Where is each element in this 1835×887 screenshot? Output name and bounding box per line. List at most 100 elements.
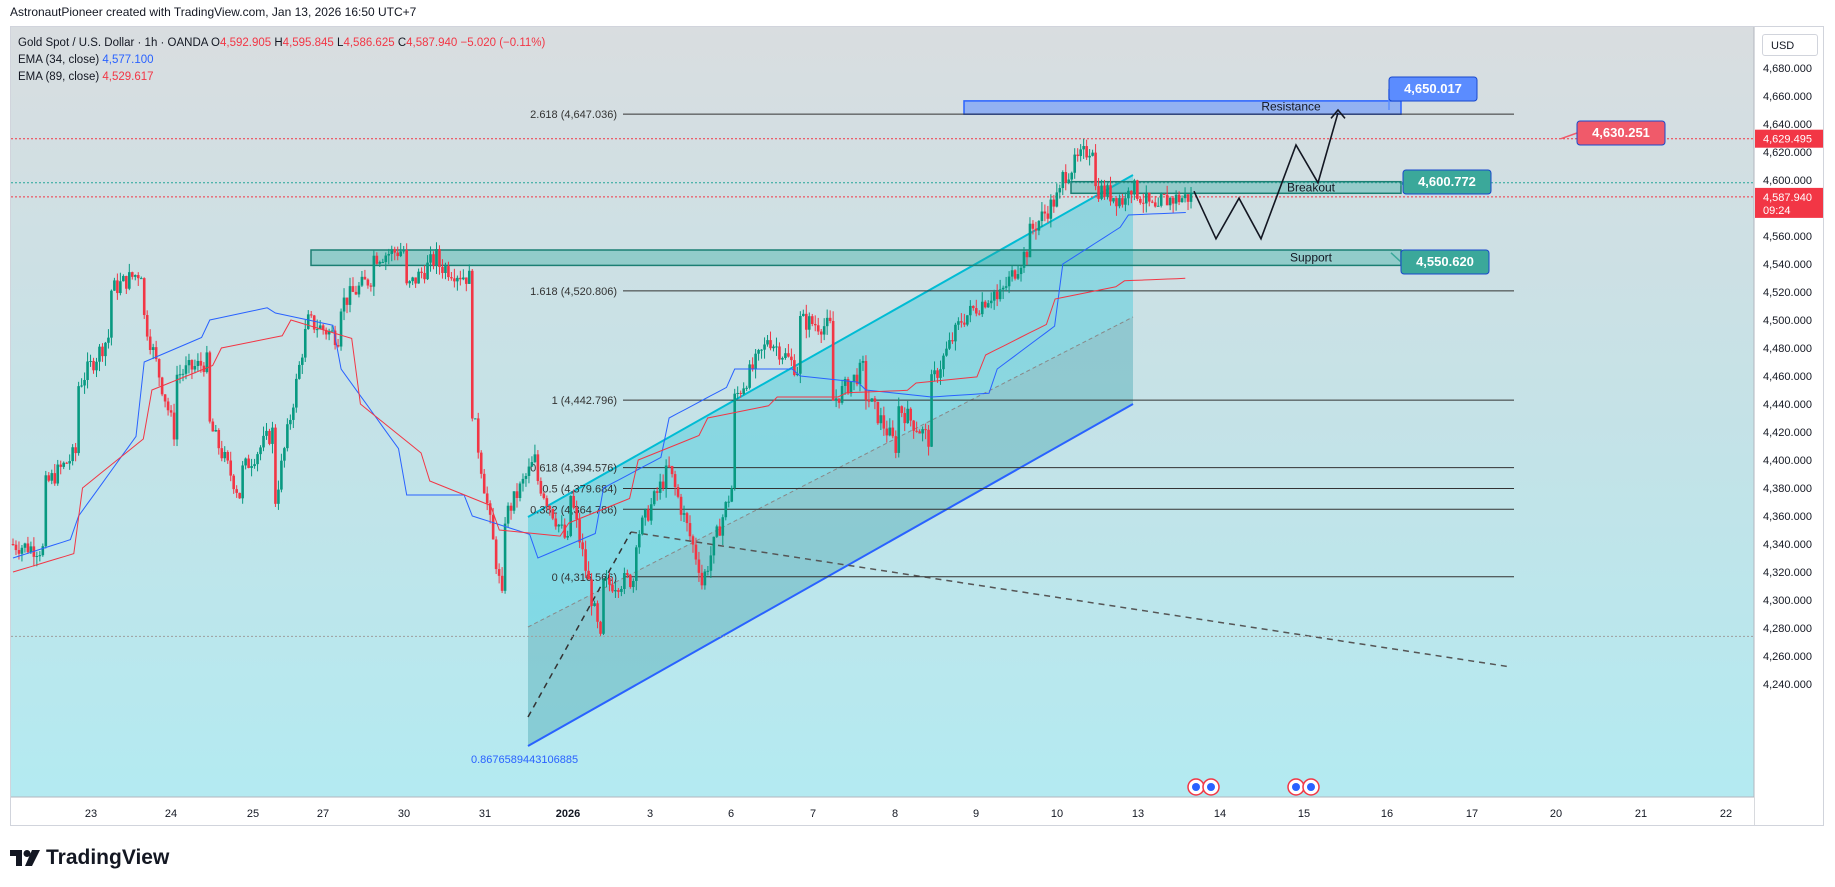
- candle-body: [509, 505, 513, 511]
- candle-body: [408, 281, 411, 284]
- candle-body: [1070, 172, 1074, 180]
- candle-body: [280, 460, 283, 490]
- candle-body: [679, 496, 683, 515]
- candle-body: [572, 495, 575, 508]
- candle-body: [676, 487, 680, 497]
- fib-level-label: 1.618 (4,520.806): [530, 286, 617, 298]
- candle-body: [1055, 192, 1059, 207]
- candle-body: [1186, 194, 1190, 202]
- candle-body: [366, 279, 370, 286]
- candle-body: [271, 427, 274, 444]
- candle-body: [670, 466, 674, 475]
- candle-body: [175, 374, 179, 440]
- tag-support-connector: [1390, 252, 1402, 263]
- candle-body: [378, 262, 382, 264]
- candle-body: [360, 276, 364, 286]
- fib-level-label: 0 (4,316.566): [552, 572, 617, 584]
- candle-body: [154, 347, 158, 360]
- candle-body: [643, 509, 647, 518]
- trendline-value-label: 0.8676589443106885: [471, 754, 578, 766]
- price-current-marker-countdown: 09:24: [1763, 205, 1791, 217]
- candle-body: [1022, 251, 1026, 268]
- y-tick-label: 4,560.000: [1763, 231, 1812, 243]
- channel-mid-line: [527, 316, 1134, 628]
- candle-body: [229, 460, 233, 476]
- candle-body: [163, 394, 167, 402]
- candle-body: [122, 275, 125, 282]
- candle-body: [286, 424, 289, 449]
- candle-body: [476, 418, 480, 453]
- candle-body: [587, 570, 590, 580]
- candle-body: [92, 360, 95, 371]
- candle-body: [1177, 194, 1181, 203]
- candle-body: [712, 536, 716, 556]
- candle-body: [277, 489, 280, 504]
- candle-body: [536, 454, 540, 481]
- candle-body: [515, 491, 519, 498]
- candle-body: [324, 329, 328, 335]
- candle-body: [1150, 201, 1154, 203]
- candle-body: [861, 360, 865, 363]
- candle-body: [1067, 179, 1071, 184]
- tradingview-logo[interactable]: TradingView: [10, 846, 169, 870]
- candle-body: [226, 452, 230, 461]
- candle-body: [569, 495, 572, 536]
- candle-body: [17, 550, 21, 554]
- candle-body: [217, 429, 221, 449]
- candle-body: [1088, 155, 1091, 158]
- candle-body: [620, 588, 623, 592]
- x-tick-label: 14: [1214, 808, 1226, 820]
- price-scale-panel: [1754, 27, 1823, 825]
- candle-body: [530, 462, 534, 467]
- candle-body: [769, 340, 772, 349]
- candle-body: [697, 559, 701, 573]
- candle-body: [342, 297, 346, 312]
- candle-body: [879, 415, 883, 424]
- candle-body: [435, 249, 438, 266]
- x-tick-label: 9: [973, 808, 979, 820]
- price-chart[interactable]: 4,680.000 4,660.000 4,640.000 4,620.000 4,60…: [11, 27, 1824, 826]
- candle-body: [26, 543, 30, 553]
- candle-body: [930, 374, 933, 447]
- legend-ema34-row[interactable]: EMA (34, close) 4,577.100: [18, 52, 545, 69]
- candle-body: [1043, 211, 1047, 214]
- symbol-name[interactable]: Gold Spot / U.S. Dollar · 1h · OANDA: [18, 37, 208, 49]
- candle-body: [1183, 194, 1187, 199]
- candle-body: [330, 330, 334, 332]
- candle-body: [208, 352, 212, 422]
- candle-body: [44, 475, 48, 547]
- legend-ema89-row[interactable]: EMA (89, close) 4,529.617: [18, 69, 545, 86]
- ema34-label: EMA (34, close): [18, 54, 100, 66]
- candle-body: [306, 314, 310, 330]
- candle-body: [133, 275, 137, 277]
- x-tick-label: 10: [1051, 808, 1063, 820]
- chart-area[interactable]: 4,680.000 4,660.000 4,640.000 4,620.000 4,60…: [10, 26, 1824, 826]
- candle-body: [649, 504, 653, 521]
- currency-selector[interactable]: USD: [1762, 34, 1818, 56]
- candle-body: [402, 250, 405, 252]
- candle-body: [521, 478, 525, 484]
- candle-body: [575, 507, 578, 520]
- x-tick-label: 23: [85, 808, 97, 820]
- candle-body: [963, 322, 966, 325]
- support-zone: [310, 249, 1402, 267]
- candle-body: [1064, 172, 1068, 184]
- fib-level-label: 1 (4,442.796): [552, 395, 617, 407]
- candle-body: [793, 360, 796, 376]
- candle-body: [14, 544, 18, 551]
- candle-body: [295, 378, 298, 408]
- candle-body: [852, 374, 856, 382]
- candle-body: [1100, 185, 1103, 199]
- candle-body: [465, 277, 468, 284]
- candle-body: [724, 502, 728, 518]
- candle-body: [951, 340, 954, 342]
- candle-body: [309, 314, 313, 316]
- candle-body: [128, 272, 131, 289]
- candle-body: [467, 270, 471, 284]
- candle-body: [1016, 274, 1020, 279]
- candle-body: [590, 579, 593, 607]
- candle-body: [312, 315, 316, 330]
- candle-body: [241, 465, 244, 499]
- candle-body: [551, 508, 555, 519]
- candle-body: [942, 355, 945, 370]
